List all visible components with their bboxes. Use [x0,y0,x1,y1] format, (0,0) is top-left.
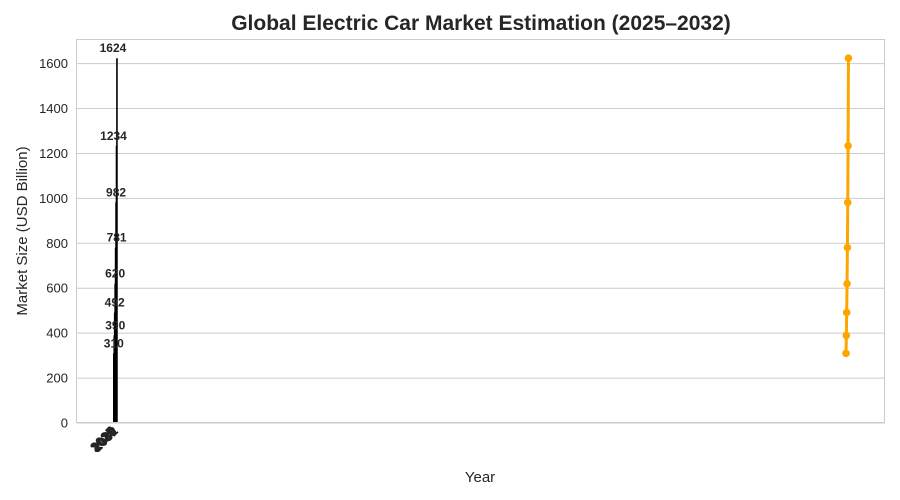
data-label-2032: 1624 [100,41,127,55]
overlay-point-2027 [842,308,851,317]
chart-title: Global Electric Car Market Estimation (2… [231,12,731,35]
y-tick-label-7: 1400 [39,101,68,116]
data-label-2031: 1234 [100,129,127,143]
y-tick-label-1: 200 [46,371,68,386]
overlay-point-2030 [843,198,852,207]
y-axis-ticks: 0 200 400 600 800 1000 1200 1400 1600 [39,56,68,430]
y-tick-label-4: 800 [46,236,68,251]
overlay-point-2032 [844,54,853,62]
y-tick-label-6: 1200 [39,146,68,161]
y-tick-label-3: 600 [46,281,68,296]
data-label-2029: 781 [107,231,127,245]
data-label-2028: 620 [105,267,125,281]
data-label-2026: 390 [105,318,125,332]
x-axis-label: Year [465,469,495,486]
overlay-point-2028 [843,279,851,288]
overlay-line [844,58,850,354]
data-label-2025: 310 [104,336,124,350]
x-tick-label-2032: 2032 [90,424,121,455]
y-tick-label-5: 1000 [39,191,68,206]
overlay-point-2025 [842,349,850,358]
line-overlay [842,54,853,358]
bar-2032 [116,58,118,423]
y-axis-label: Market Size (USD Billion) [14,146,31,315]
overlay-point-2029 [843,243,852,252]
data-labels: 310 390 492 620 781 982 1234 1624 [100,41,128,350]
y-tick-label-0: 0 [61,416,68,431]
overlay-point-2031 [844,142,852,150]
y-tick-label-8: 1600 [39,56,68,71]
data-label-2027: 492 [105,295,125,309]
plot-frame [76,39,885,423]
y-tick-label-2: 400 [46,326,68,341]
bars [113,58,118,423]
data-label-2030: 982 [106,185,126,199]
overlay-point-2026 [842,331,851,340]
grid-lines [77,63,885,424]
